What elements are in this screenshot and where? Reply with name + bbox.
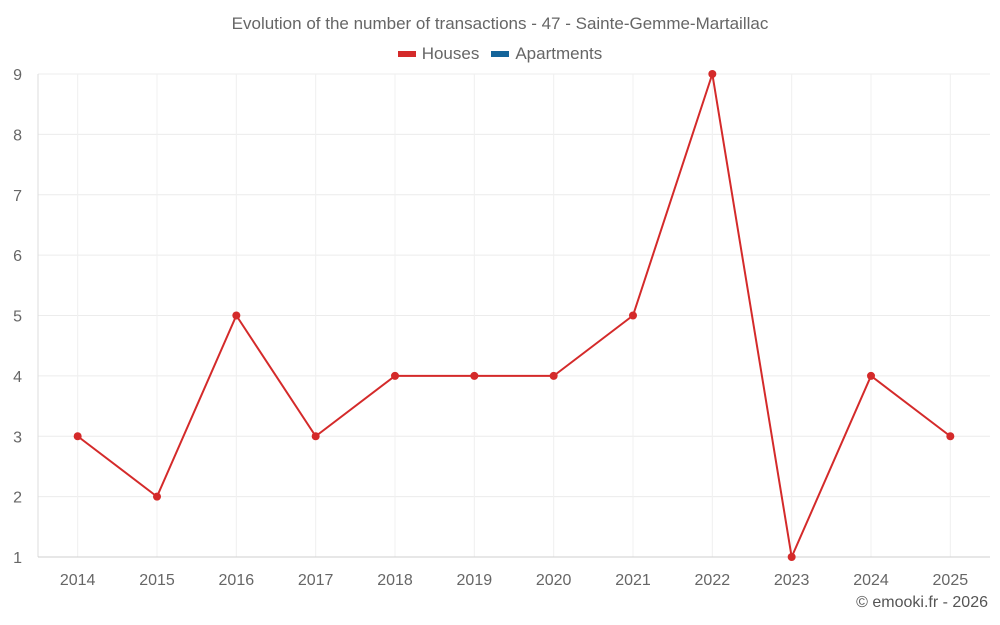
data-point bbox=[629, 311, 637, 320]
legend-label-houses: Houses bbox=[421, 44, 480, 63]
data-point bbox=[549, 371, 558, 380]
x-tick-label: 2024 bbox=[853, 572, 889, 589]
data-point bbox=[708, 70, 717, 78]
x-tick-label: 2015 bbox=[139, 572, 175, 589]
y-tick-label: 9 bbox=[13, 67, 22, 84]
x-tick-label: 2020 bbox=[536, 572, 572, 589]
y-tick-label: 7 bbox=[13, 188, 22, 205]
x-tick-label: 2016 bbox=[219, 572, 255, 589]
data-point bbox=[867, 371, 875, 380]
x-tick-label: 2021 bbox=[615, 572, 651, 589]
y-tick-label: 5 bbox=[13, 309, 22, 326]
data-point bbox=[391, 371, 399, 380]
data-point bbox=[470, 371, 479, 380]
legend-item-apartments[interactable]: Apartments bbox=[491, 44, 602, 64]
x-tick-label: 2025 bbox=[933, 572, 969, 589]
x-tick-label: 2017 bbox=[298, 572, 334, 589]
legend-swatch-apartments bbox=[491, 51, 510, 57]
x-tick-label: 2018 bbox=[377, 572, 413, 589]
legend-swatch-houses bbox=[397, 51, 416, 57]
data-point bbox=[73, 432, 82, 441]
data-point bbox=[153, 492, 161, 501]
x-tick-label: 2023 bbox=[774, 572, 810, 589]
y-tick-label: 8 bbox=[13, 127, 22, 144]
x-tick-label: 2019 bbox=[457, 572, 493, 589]
legend-label-apartments: Apartments bbox=[515, 44, 603, 63]
chart-title: Evolution of the number of transactions … bbox=[231, 14, 769, 33]
credit-text: © emooki.fr - 2026 bbox=[856, 594, 988, 611]
series-line-houses bbox=[77, 73, 951, 558]
y-tick-label: 2 bbox=[13, 490, 22, 507]
data-point bbox=[311, 432, 320, 441]
data-point bbox=[946, 432, 955, 441]
data-point bbox=[232, 311, 241, 320]
y-tick-label: 4 bbox=[13, 369, 22, 386]
data-point bbox=[787, 553, 796, 561]
legend: Houses Apartments bbox=[0, 44, 1000, 64]
legend-item-houses[interactable]: Houses bbox=[397, 44, 480, 64]
x-tick-label: 2014 bbox=[60, 572, 96, 589]
y-tick-label: 6 bbox=[13, 248, 22, 265]
y-tick-label: 1 bbox=[13, 550, 22, 567]
x-tick-label: 2022 bbox=[695, 572, 731, 589]
y-tick-label: 3 bbox=[13, 429, 22, 446]
